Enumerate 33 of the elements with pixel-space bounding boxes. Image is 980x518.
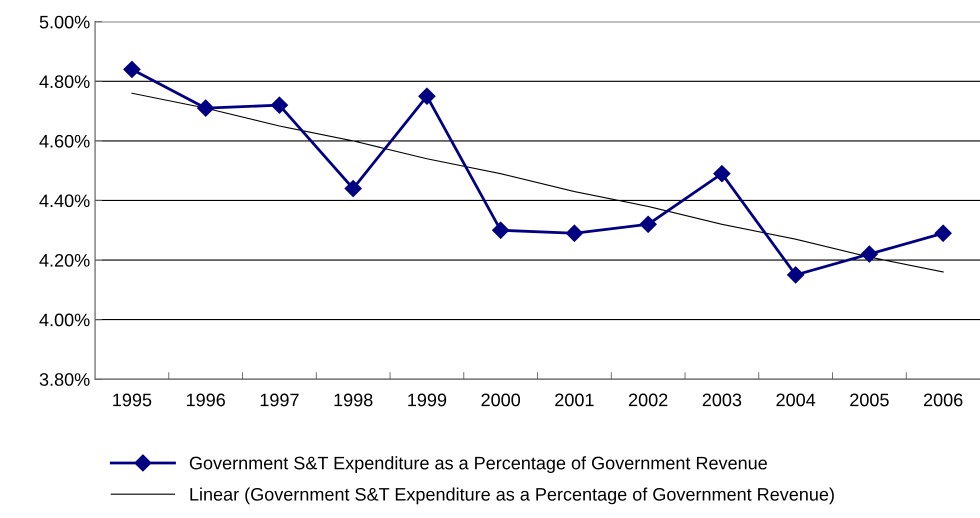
point: [640, 216, 657, 233]
legend-label: Government S&T Expenditure as a Percentage of Government Revenue: [190, 456, 767, 474]
x-tick-label: 2001: [555, 394, 594, 406]
x-tick-label: 2000: [481, 394, 520, 406]
point: [787, 266, 804, 284]
legend-label: Linear (Government S&T Expenditure as a Percentage of Government Revenue): [190, 487, 834, 504]
y-tick-label: 3.80%: [40, 373, 90, 386]
y-tick-label: 4.00%: [39, 314, 90, 326]
y-tick-label: 4.60%: [39, 134, 90, 148]
point: [713, 165, 730, 182]
point: [566, 224, 583, 242]
x-tick-label: 1999: [408, 394, 446, 406]
y-tick-label: 4.40%: [39, 194, 90, 208]
point: [270, 96, 288, 114]
point: [123, 60, 140, 78]
point: [860, 246, 878, 263]
x-tick-label: 1996: [186, 394, 225, 406]
x-tick-label: 2005: [850, 394, 889, 406]
y-tick-label: 4.20%: [39, 254, 90, 267]
x-tick-label: 1995: [113, 394, 152, 406]
point: [197, 100, 214, 117]
point: [934, 224, 952, 242]
point: [418, 88, 436, 105]
y-tick-label: 5.00%: [40, 16, 90, 28]
point: [492, 222, 510, 239]
point: [344, 180, 362, 198]
x-tick-label: 2006: [924, 394, 962, 406]
x-tick-label: 1997: [260, 394, 299, 406]
x-tick-label: 2002: [628, 394, 668, 406]
x-tick-label: 2004: [776, 394, 816, 406]
x-tick-label: 2003: [702, 394, 742, 406]
x-tick-label: 1998: [334, 394, 372, 406]
y-tick-label: 4.80%: [39, 75, 90, 88]
